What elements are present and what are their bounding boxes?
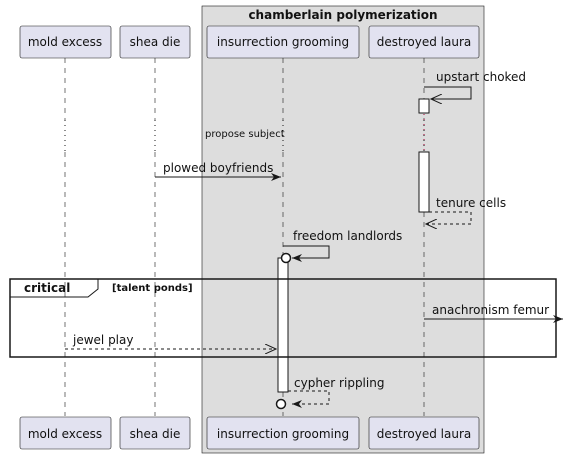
svg-text:destroyed laura: destroyed laura — [377, 427, 471, 441]
svg-text:[talent ponds]: [talent ponds] — [112, 283, 193, 294]
message-upstart-choked: upstart choked — [424, 70, 526, 99]
svg-text:cypher rippling: cypher rippling — [294, 376, 384, 390]
delay-label: propose subject — [205, 129, 285, 140]
group-title: chamberlain polymerization — [248, 8, 437, 22]
message-tenure-cells: tenure cells — [426, 196, 506, 224]
create-circle-bottom — [275, 398, 287, 410]
participant-mold-excess-top: mold excess — [19, 25, 112, 59]
participant-destroyed-laura-bottom: destroyed laura — [368, 416, 480, 450]
svg-text:shea die: shea die — [130, 427, 181, 441]
svg-text:destroyed laura: destroyed laura — [377, 35, 471, 49]
activation-insurrection-grooming — [277, 257, 289, 393]
svg-text:shea die: shea die — [130, 35, 181, 49]
svg-text:plowed boyfriends: plowed boyfriends — [163, 161, 273, 175]
svg-text:freedom landlords: freedom landlords — [293, 229, 402, 243]
svg-text:jewel play: jewel play — [72, 333, 133, 347]
message-cypher-rippling: cypher rippling — [275, 376, 384, 410]
svg-text:mold excess: mold excess — [28, 427, 102, 441]
message-plowed-boyfriends: plowed boyfriends — [155, 161, 281, 181]
svg-text:upstart choked: upstart choked — [436, 70, 526, 84]
message-jewel-play: jewel play — [65, 333, 276, 349]
participant-mold-excess-bottom: mold excess — [19, 416, 112, 450]
svg-text:critical: critical — [24, 281, 70, 295]
participant-shea-die-top: shea die — [119, 25, 191, 59]
message-anachronism-femur: anachronism femur — [424, 303, 563, 323]
message-freedom-landlords: freedom landlords — [283, 229, 402, 262]
svg-text:mold excess: mold excess — [28, 35, 102, 49]
activation-destroyed-laura-1 — [418, 98, 430, 114]
svg-text:anachronism femur: anachronism femur — [432, 303, 549, 317]
create-circle-top — [280, 252, 292, 264]
activation-destroyed-laura-2 — [418, 151, 430, 213]
participant-destroyed-laura-top: destroyed laura — [368, 25, 480, 59]
group-box — [201, 5, 485, 454]
svg-text:insurrection grooming: insurrection grooming — [217, 427, 349, 441]
participant-insurrection-grooming-top: insurrection grooming — [206, 25, 360, 59]
participant-insurrection-grooming-bottom: insurrection grooming — [206, 416, 360, 450]
svg-text:tenure cells: tenure cells — [436, 196, 506, 210]
svg-text:insurrection grooming: insurrection grooming — [217, 35, 349, 49]
participant-shea-die-bottom: shea die — [119, 416, 191, 450]
